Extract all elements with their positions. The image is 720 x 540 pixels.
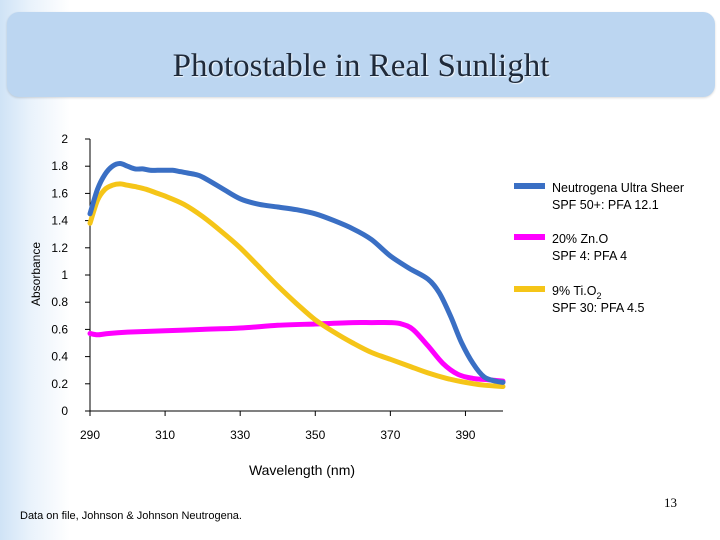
legend-sublabel-2: SPF 4: PFA 4	[552, 249, 627, 263]
legend-sublabel-1: SPF 50+: PFA 12.1	[552, 198, 659, 212]
slide-title: Photostable in Real Sunlight	[172, 48, 550, 84]
series-line-1	[87, 161, 506, 385]
y-tick-label: 0	[61, 404, 68, 418]
y-axis-label: Absorbance	[29, 242, 43, 306]
y-tick-label: 0.2	[51, 377, 68, 391]
legend-label-1: Neutrogena Ultra Sheer	[552, 181, 684, 195]
x-tick-label: 350	[305, 428, 325, 442]
page-number: 13	[664, 495, 677, 510]
title-banner: Photostable in Real Sunlight	[7, 12, 715, 97]
legend-subscript: 2	[596, 291, 601, 301]
chart-legend: Neutrogena Ultra Sheer SPF 50+: PFA 12.1 2…	[514, 181, 684, 315]
series-lines	[87, 161, 506, 389]
x-tick-label: 370	[380, 428, 400, 442]
x-tick-label: 290	[80, 428, 100, 442]
y-tick-label: 0.8	[51, 295, 68, 309]
y-tick-label: 1.6	[51, 186, 68, 200]
legend-label-3: 9% Ti.O2	[552, 284, 601, 301]
chart-axes	[89, 139, 503, 412]
y-tick-label: 1	[61, 268, 68, 282]
y-tick-label: 0.6	[51, 322, 68, 336]
y-tick-label: 2	[61, 132, 68, 146]
legend-sublabel-3: SPF 30: PFA 4.5	[552, 301, 644, 315]
y-tick-label: 1.8	[51, 159, 68, 173]
series-line-3	[87, 181, 506, 389]
x-axis-label: Wavelength (nm)	[249, 462, 355, 478]
footer-source: Data on file, Johnson & Johnson Neutroge…	[20, 510, 242, 522]
y-tick-label: 1.4	[51, 214, 68, 228]
y-tick-label: 0.4	[51, 350, 68, 364]
x-tick-label: 330	[230, 428, 250, 442]
x-tick-label: 310	[155, 428, 175, 442]
y-tick-label: 1.2	[51, 241, 68, 255]
y-ticks: 0 0.2 0.4 0.6 0.8 1 1.2 1.4 1.6 1.8 2	[51, 132, 90, 418]
series-line-2	[87, 320, 506, 384]
x-tick-label: 390	[455, 428, 475, 442]
legend-label-2: 20% Zn.O	[552, 232, 609, 246]
x-ticks: 290 310 330 350 370 390	[80, 411, 476, 442]
